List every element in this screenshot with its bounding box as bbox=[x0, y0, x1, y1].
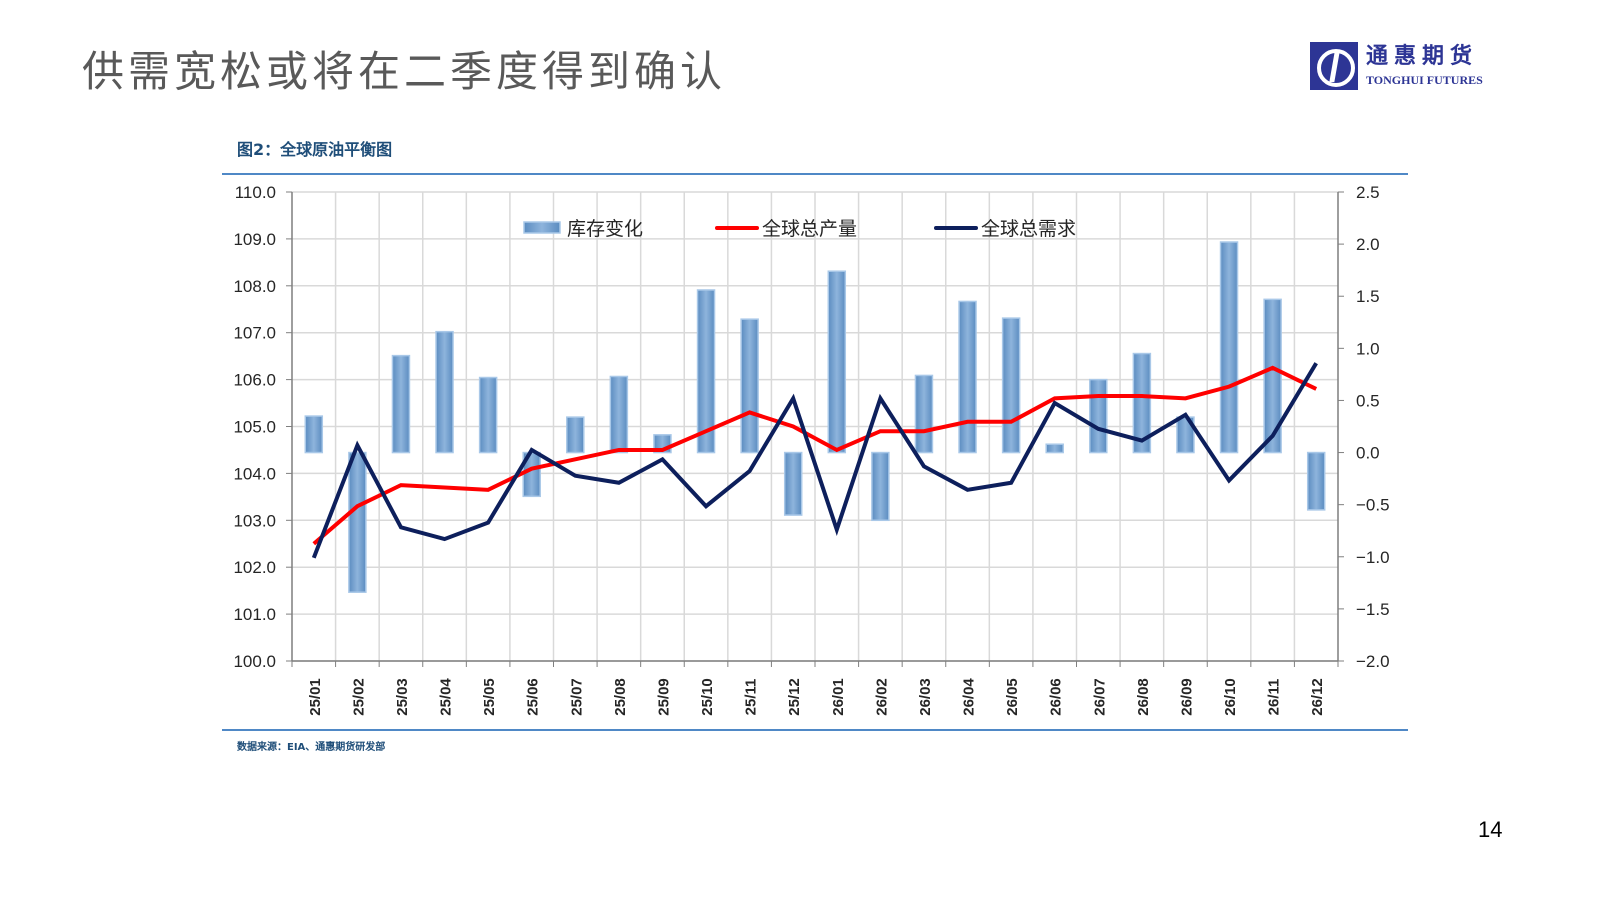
left-axis-label: 102.0 bbox=[233, 558, 276, 577]
logo-english-name: TONGHUI FUTURES bbox=[1366, 73, 1483, 87]
x-axis-label: 26/03 bbox=[917, 678, 934, 716]
logo-chinese-name: 通惠期货 bbox=[1366, 44, 1479, 69]
inventory-bar bbox=[958, 300, 977, 454]
inventory-bar bbox=[348, 451, 367, 593]
right-axis-label: 0.0 bbox=[1356, 444, 1380, 463]
x-axis-label: 26/07 bbox=[1091, 678, 1108, 716]
left-axis-label: 100.0 bbox=[233, 652, 276, 671]
caption-divider bbox=[222, 173, 1408, 175]
left-axis-label: 107.0 bbox=[233, 324, 276, 343]
page-number: 14 bbox=[1478, 817, 1503, 842]
demand-line bbox=[311, 362, 1318, 559]
x-axis-label: 25/07 bbox=[568, 678, 585, 716]
right-axis-label: 1.0 bbox=[1356, 339, 1380, 358]
inventory-bar bbox=[1132, 352, 1152, 454]
slide-title: 供需宽松或将在二季度得到确认 bbox=[82, 47, 727, 96]
data-source-note: 数据来源：EIA、通惠期货研发部 bbox=[237, 742, 386, 753]
inventory-bar bbox=[696, 289, 716, 454]
chart-legend: 库存变化 全球总产量 全球总需求 bbox=[523, 218, 1076, 240]
inventory-change-bars bbox=[304, 241, 1326, 593]
inventory-bar bbox=[871, 451, 890, 522]
x-axis-label: 26/12 bbox=[1309, 678, 1326, 716]
inventory-bar bbox=[827, 270, 847, 454]
x-axis-label: 25/12 bbox=[786, 678, 803, 716]
production-line bbox=[312, 365, 1318, 546]
legend-label: 全球总需求 bbox=[981, 218, 1076, 240]
x-axis-label: 25/10 bbox=[699, 678, 716, 716]
right-axis-label: −0.5 bbox=[1356, 496, 1390, 515]
x-axis-label: 26/01 bbox=[830, 678, 847, 716]
inventory-bar bbox=[1263, 298, 1282, 454]
logo-mark-icon bbox=[1310, 42, 1358, 90]
left-axis-label: 103.0 bbox=[233, 511, 276, 530]
inventory-bar bbox=[740, 318, 759, 454]
right-axis-label: 1.5 bbox=[1356, 287, 1380, 306]
inventory-bar bbox=[391, 354, 411, 454]
source-divider bbox=[222, 729, 1408, 731]
x-axis-label: 26/11 bbox=[1266, 679, 1283, 716]
legend-swatch-bar-icon bbox=[523, 221, 561, 234]
inventory-bar bbox=[435, 330, 454, 454]
x-axis-label: 26/09 bbox=[1178, 678, 1195, 716]
chart-axes: 110.0 109.0 108.0 107.0 106.0 105.0 104.0 103.0… bbox=[233, 183, 1389, 716]
right-axis-label: −2.0 bbox=[1356, 652, 1390, 671]
left-axis-label: 106.0 bbox=[233, 371, 276, 390]
x-axis-label: 25/05 bbox=[481, 678, 498, 716]
legend-label: 库存变化 bbox=[567, 218, 643, 240]
inventory-bar bbox=[1045, 443, 1064, 454]
right-axis-label: 2.0 bbox=[1356, 235, 1380, 254]
x-axis-label: 25/06 bbox=[525, 678, 542, 716]
x-axis-label: 25/01 bbox=[307, 678, 324, 716]
legend-label: 全球总产量 bbox=[762, 218, 857, 240]
left-axis-label: 109.0 bbox=[233, 230, 276, 249]
inventory-bar bbox=[914, 374, 934, 454]
inventory-bar bbox=[609, 375, 629, 454]
inventory-bar bbox=[1001, 317, 1021, 454]
left-axis-label: 110.0 bbox=[235, 183, 276, 202]
inventory-bar bbox=[1306, 451, 1326, 511]
x-axis-label: 25/09 bbox=[655, 678, 672, 716]
x-axis-label: 26/08 bbox=[1135, 678, 1152, 716]
x-axis-label: 25/11 bbox=[743, 679, 760, 716]
inventory-bar bbox=[566, 416, 585, 454]
company-logo: 通惠期货 TONGHUI FUTURES bbox=[1310, 42, 1483, 90]
x-axis-label: 26/10 bbox=[1222, 678, 1239, 716]
figure-caption: 图2：全球原油平衡图 bbox=[237, 140, 393, 159]
left-axis-label: 101.0 bbox=[233, 605, 276, 624]
x-axis-label: 26/02 bbox=[873, 678, 890, 716]
x-axis-label: 26/05 bbox=[1004, 678, 1021, 716]
x-axis-label: 26/06 bbox=[1048, 678, 1065, 716]
x-axis-label: 25/08 bbox=[612, 678, 629, 716]
x-axis-label: 25/04 bbox=[438, 678, 455, 716]
inventory-bar bbox=[1219, 241, 1239, 454]
x-axis-label: 25/03 bbox=[394, 678, 411, 716]
x-axis-label: 26/04 bbox=[961, 678, 978, 716]
left-axis-label: 108.0 bbox=[233, 277, 276, 296]
right-axis-label: −1.5 bbox=[1356, 600, 1390, 619]
inventory-bar bbox=[478, 376, 498, 454]
left-axis-label: 104.0 bbox=[233, 464, 276, 483]
right-axis-label: 2.5 bbox=[1356, 183, 1380, 202]
chart-lines bbox=[311, 362, 1318, 559]
inventory-bar bbox=[304, 415, 324, 454]
inventory-bar bbox=[783, 451, 803, 516]
right-axis-label: 0.5 bbox=[1356, 391, 1380, 410]
right-axis-label: −1.0 bbox=[1356, 548, 1390, 567]
inventory-bar bbox=[1089, 378, 1108, 454]
x-axis-label: 25/02 bbox=[350, 678, 367, 716]
left-axis-label: 105.0 bbox=[233, 418, 276, 437]
